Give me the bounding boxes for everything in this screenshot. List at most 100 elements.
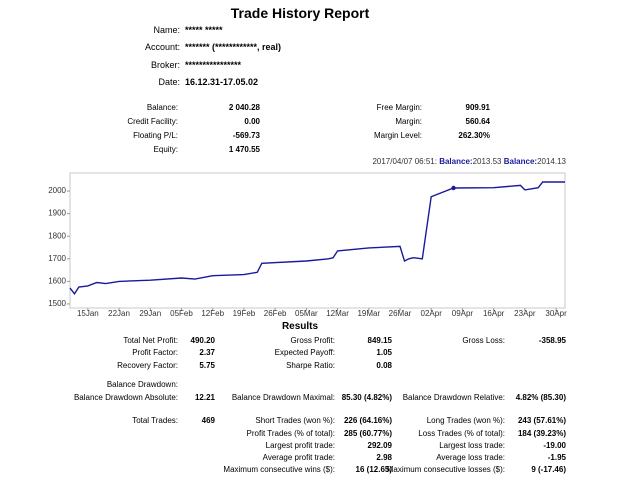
result-label: Maximum consecutive wins ($):: [223, 465, 335, 474]
summary-value: 909.91: [465, 103, 490, 112]
summary-label: Floating P/L:: [133, 131, 178, 140]
x-tick-label: 26Mar: [389, 309, 412, 318]
summary-value: -569.73: [232, 131, 260, 140]
result-value: 85.30 (4.82%): [341, 393, 392, 402]
result-label: Average profit trade:: [262, 453, 335, 462]
x-tick-label: 29Jan: [139, 309, 161, 318]
result-value: 469: [201, 416, 215, 425]
caption-time: 2017/04/07 06:51:: [372, 157, 437, 166]
summary-value: 0.00: [244, 117, 260, 126]
caption-value: 2014.13: [537, 157, 566, 166]
result-value: 849.15: [367, 336, 392, 345]
x-tick-label: 19Mar: [357, 309, 380, 318]
y-tick-label: 1600: [48, 276, 66, 285]
result-value: 2.37: [199, 348, 215, 357]
result-value: 184 (39.23%): [517, 429, 566, 438]
field-label: Account:: [144, 42, 180, 52]
summary-label: Free Margin:: [376, 103, 422, 112]
result-label: Short Trades (won %):: [255, 416, 335, 425]
result-label: Expected Payoff:: [274, 348, 335, 357]
y-tick-label: 1900: [48, 209, 66, 218]
result-label: Balance Drawdown Maximal:: [231, 393, 335, 402]
field-value: ***** *****: [185, 25, 223, 35]
caption-label: Balance:: [439, 157, 472, 166]
x-tick-label: 05Feb: [170, 309, 193, 318]
result-value: 9 (-17.46): [531, 465, 566, 474]
result-label: Largest profit trade:: [265, 441, 335, 450]
result-label: Total Net Profit:: [123, 336, 178, 345]
result-value: 292.09: [367, 441, 392, 450]
chart-caption: 2017/04/07 06:51: Balance:2013.53 Balanc…: [372, 157, 566, 166]
result-value: 0.08: [376, 361, 392, 370]
result-label: Sharpe Ratio:: [286, 361, 335, 370]
result-value: 1.05: [376, 348, 392, 357]
result-value: 12.21: [194, 393, 215, 402]
result-value: 226 (64.16%): [343, 416, 392, 425]
field-value: 16.12.31-17.05.02: [185, 77, 259, 87]
result-label: Gross Loss:: [462, 336, 505, 345]
x-tick-label: 26Feb: [264, 309, 287, 318]
field-label: Broker:: [150, 60, 180, 70]
y-tick-label: 2000: [48, 186, 66, 195]
field-label: Name:: [153, 25, 180, 35]
result-label: Total Trades:: [132, 416, 178, 425]
result-label: Long Trades (won %):: [426, 416, 505, 425]
result-value: -19.00: [543, 441, 566, 450]
y-tick-label: 1700: [48, 254, 66, 263]
result-value: 243 (57.61%): [517, 416, 566, 425]
y-tick-label: 1500: [48, 299, 66, 308]
results-title: Results: [281, 321, 319, 332]
y-tick-label: 1800: [48, 231, 66, 240]
result-label: Maximum consecutive losses ($):: [386, 465, 505, 474]
field-value: ******* (************, real): [185, 42, 282, 52]
result-value: -1.95: [547, 453, 566, 462]
x-tick-label: 23Apr: [514, 309, 536, 318]
field-value: ****************: [185, 60, 242, 70]
result-label: Largest loss trade:: [439, 441, 505, 450]
result-label: Profit Trades (% of total):: [246, 429, 335, 438]
x-tick-label: 12Feb: [201, 309, 224, 318]
x-tick-label: 16Apr: [483, 309, 505, 318]
result-label: Balance Drawdown Relative:: [402, 393, 505, 402]
balance-marker: [451, 185, 456, 191]
summary-label: Balance:: [146, 103, 178, 112]
balance-line: [69, 181, 565, 296]
x-tick-label: 09Apr: [452, 309, 474, 318]
result-label: Profit Factor:: [132, 348, 178, 357]
x-tick-label: 12Mar: [326, 309, 349, 318]
x-tick-label: 02Apr: [421, 309, 443, 318]
result-label: Gross Profit:: [290, 336, 335, 345]
plot-area: [69, 172, 566, 309]
result-value: 2.98: [376, 453, 392, 462]
field-label: Date:: [158, 77, 180, 87]
summary-value: 262.30%: [458, 131, 490, 140]
report-title: Trade History Report: [230, 5, 370, 21]
summary-label: Credit Facility:: [127, 117, 178, 126]
result-label: Average loss trade:: [436, 453, 505, 462]
summary-label: Margin Level:: [373, 131, 422, 140]
summary-label: Equity:: [153, 145, 178, 154]
result-value: 285 (60.77%): [343, 429, 392, 438]
x-tick-label: 19Feb: [233, 309, 256, 318]
summary-value: 2 040.28: [228, 103, 260, 112]
caption-label: Balance:: [504, 157, 537, 166]
summary-value: 560.64: [465, 117, 490, 126]
result-value: 490.20: [190, 336, 215, 345]
x-tick-label: 15Jan: [77, 309, 99, 318]
summary-value: 1 470.55: [228, 145, 260, 154]
result-label: Recovery Factor:: [117, 361, 178, 370]
result-value: 5.75: [199, 361, 215, 370]
caption-value: 2013.53: [473, 157, 502, 166]
x-tick-label: 22Jan: [108, 309, 130, 318]
result-label: Loss Trades (% of total):: [418, 429, 505, 438]
result-label: Balance Drawdown:: [106, 380, 178, 389]
result-value: 4.82% (85.30): [515, 393, 566, 402]
result-label: Balance Drawdown Absolute:: [73, 393, 178, 402]
x-tick-label: 30Apr: [545, 309, 567, 318]
x-tick-label: 05Mar: [295, 309, 318, 318]
result-value: -358.95: [538, 336, 566, 345]
result-value: 16 (12.65): [355, 465, 392, 474]
summary-label: Margin:: [395, 117, 422, 126]
